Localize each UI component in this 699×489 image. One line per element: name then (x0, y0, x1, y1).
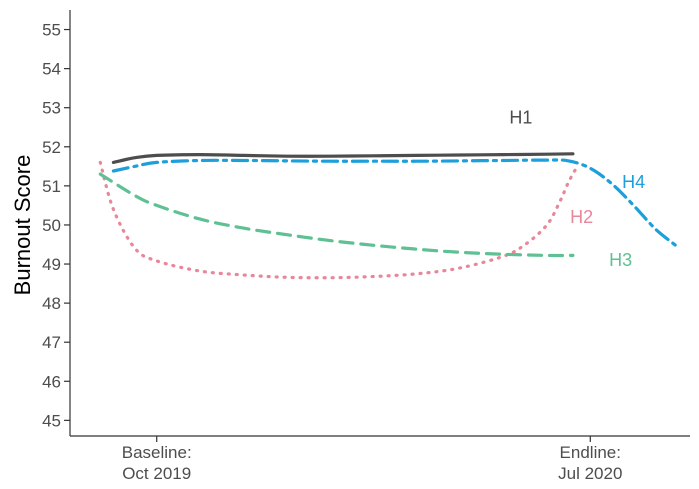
series-label-h1: H1 (509, 107, 532, 127)
x-ticks: Baseline: Oct 2019 Endline: Jul 2020 (122, 436, 622, 483)
y-tick-label: 45 (42, 411, 61, 430)
series-line-h4 (111, 158, 679, 248)
series-label-h2: H2 (570, 207, 593, 227)
x-tick-label: Jul 2020 (558, 464, 622, 483)
series-label-h4: H4 (622, 172, 645, 192)
series-line-h3 (98, 172, 575, 258)
series-labels: H1 H2 H3 H4 (509, 107, 645, 270)
y-tick-label: 48 (42, 294, 61, 313)
y-ticks: 45 46 47 48 49 50 51 52 53 54 55 (42, 21, 70, 430)
y-tick-label: 55 (42, 21, 61, 40)
y-axis: 45 46 47 48 49 50 51 52 53 54 55 (42, 10, 71, 436)
y-tick-label: 46 (42, 372, 61, 391)
series-line-h2 (98, 160, 579, 280)
y-axis-title: Burnout Score (10, 155, 35, 296)
series-label-h3: H3 (609, 250, 632, 270)
series-lines (98, 152, 679, 280)
x-axis: Baseline: Oct 2019 Endline: Jul 2020 (70, 435, 690, 483)
y-tick-label: 50 (42, 216, 61, 235)
x-tick-label: Oct 2019 (122, 464, 191, 483)
x-tick-label: Endline: (560, 443, 621, 462)
y-tick-label: 49 (42, 255, 61, 274)
series-line-h1 (111, 152, 575, 164)
y-tick-label: 52 (42, 138, 61, 157)
y-tick-label: 53 (42, 99, 61, 118)
y-tick-label: 54 (42, 60, 61, 79)
y-tick-label: 47 (42, 333, 61, 352)
y-tick-label: 51 (42, 177, 61, 196)
x-tick-label: Baseline: (122, 443, 192, 462)
